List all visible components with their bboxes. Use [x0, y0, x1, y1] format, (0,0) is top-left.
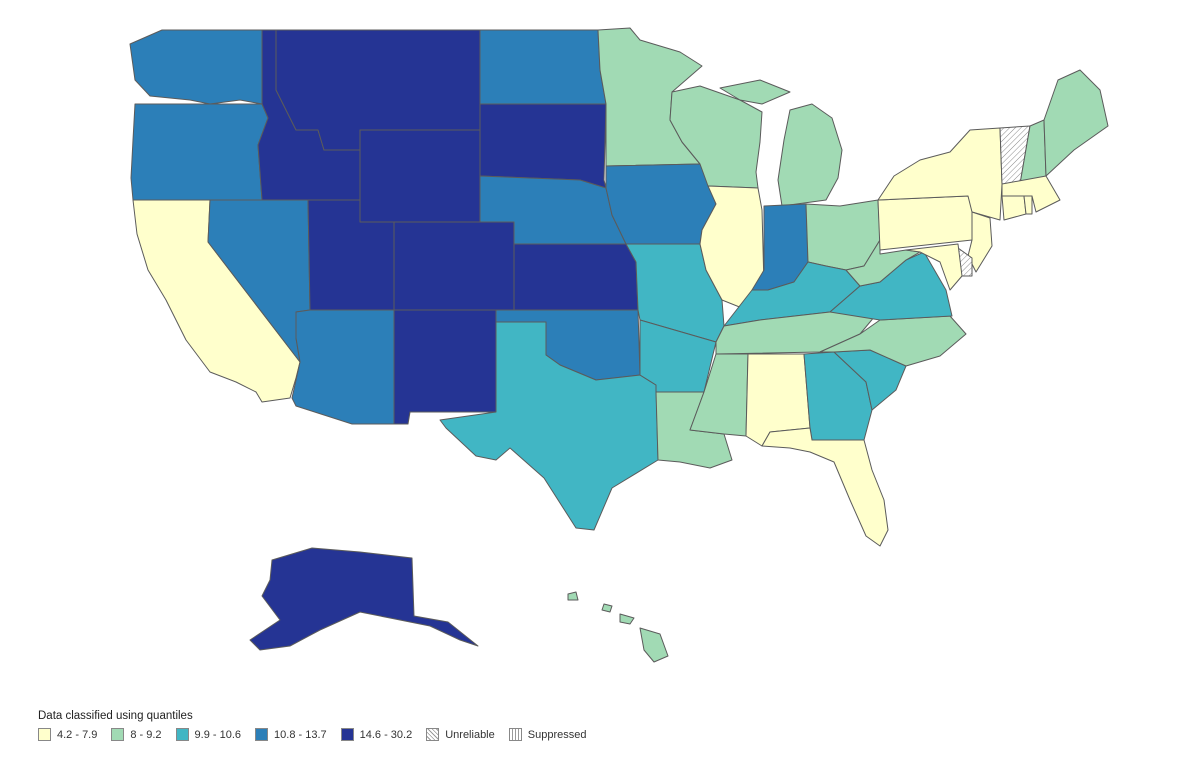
state-IA [605, 163, 717, 245]
legend-label: 14.6 - 30.2 [359, 728, 413, 741]
legend-item-class-4: 10.8 - 13.7 [255, 728, 327, 741]
state-MD [905, 243, 963, 291]
state-NJ [967, 211, 993, 273]
legend-label: 8 - 9.2 [130, 728, 162, 741]
state-AZ [291, 309, 395, 425]
legend-item-class-5: 14.6 - 30.2 [340, 728, 413, 741]
legend-swatch [340, 728, 354, 741]
legend-label: 10.8 - 13.7 [274, 728, 327, 741]
state-MI [719, 79, 843, 207]
legend-label: 9.9 - 10.6 [194, 728, 242, 741]
state-ND [479, 29, 607, 105]
state-WA [129, 29, 263, 105]
state-CT [1001, 195, 1027, 221]
state-RI [1023, 195, 1033, 215]
legend-item-class-1: 4.2 - 7.9 [38, 728, 97, 741]
state-HI [567, 591, 669, 663]
state-PA [877, 195, 977, 251]
us-choropleth-map [129, 27, 1109, 663]
legend-item-class-2: 8 - 9.2 [111, 728, 162, 741]
state-FL [761, 427, 889, 547]
legend-label: Unreliable [445, 728, 495, 741]
state-NM [393, 309, 497, 425]
state-ME [1043, 69, 1109, 177]
state-WI [669, 85, 763, 189]
suppressed-swatch [508, 728, 522, 741]
state-AK [249, 547, 479, 651]
legend-swatch [111, 728, 125, 741]
legend-swatch [175, 728, 189, 741]
state-IL [699, 185, 765, 309]
legend-item-suppressed: Suppressed [508, 728, 587, 741]
state-TX [439, 321, 659, 531]
state-NC [819, 315, 967, 367]
state-KS [513, 243, 639, 311]
legend-title: Data classified using quantiles [38, 710, 193, 722]
legend-label: 4.2 - 7.9 [57, 728, 98, 741]
state-CO [393, 221, 515, 311]
legend-item-unreliable: Unreliable [426, 728, 495, 741]
legend-items: 4.2 - 7.9 8 - 9.2 9.9 - 10.6 10.8 - 13.7… [38, 728, 600, 741]
state-WY [359, 129, 481, 223]
state-OR [130, 103, 269, 201]
legend-item-class-3: 9.9 - 10.6 [175, 728, 242, 741]
legend-swatch [255, 728, 269, 741]
legend-label: Suppressed [527, 728, 587, 741]
legend-swatch [38, 728, 51, 741]
unreliable-swatch [426, 728, 440, 741]
map-legend: Data classified using quantiles 4.2 - 7.… [38, 710, 600, 741]
state-SD [479, 103, 607, 189]
